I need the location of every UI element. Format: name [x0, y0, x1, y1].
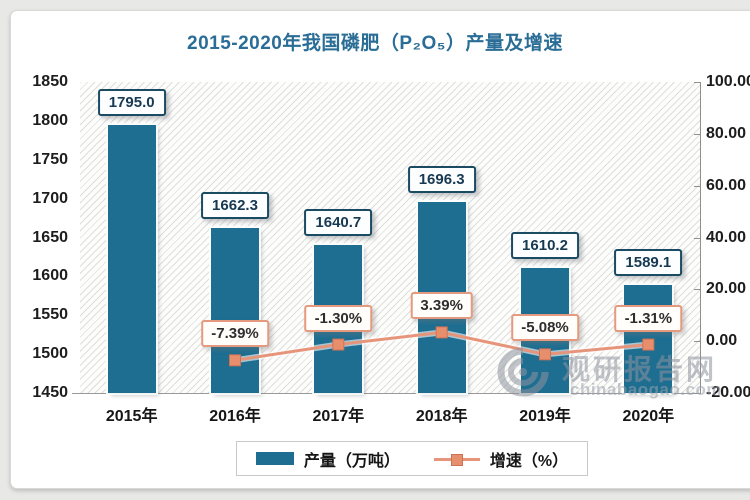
left-axis-tick-label: 1600 [32, 267, 68, 285]
right-axis-tick-mark [694, 237, 700, 239]
bar-value-label: 1696.3 [407, 165, 476, 193]
right-axis-tick-label: 80.00 [706, 124, 747, 142]
chart-title: 2015-2020年我国磷肥（P₂O₅）产量及增速 [187, 33, 563, 54]
left-axis-tick-label: 1500 [32, 345, 68, 363]
production-bar [107, 124, 156, 393]
right-axis-tick-label: -20.00 [706, 384, 750, 401]
growth-value-label: -1.31% [614, 304, 683, 332]
growth-value-label: -7.39% [201, 320, 269, 348]
left-axis-tick-label: 1700 [32, 189, 68, 207]
right-axis-tick-label: 0.00 [706, 332, 738, 350]
bar-value-label: 1610.2 [511, 232, 579, 260]
left-axis-tick-label: 1550 [32, 306, 68, 324]
growth-value-label: -1.30% [304, 304, 373, 332]
right-axis-tick-mark [694, 133, 700, 135]
growth-line-chart [229, 326, 655, 367]
legend-production-label: 产量（万吨） [303, 452, 400, 470]
growth-marker [435, 326, 448, 339]
bar-value-label: 1662.3 [201, 191, 269, 219]
bar-value-label: 1640.7 [304, 208, 373, 236]
left-axis-tick-label: 1750 [32, 150, 68, 168]
legend-line-marker [450, 453, 463, 466]
right-axis-tick-mark [694, 82, 700, 83]
growth-marker [642, 338, 655, 351]
growth-value-label: 3.39% [410, 292, 473, 320]
growth-marker [539, 348, 551, 361]
x-axis-category-label: 2018年 [415, 408, 468, 425]
left-axis-tick-label: 1850 [32, 73, 68, 90]
right-axis-tick-mark [694, 289, 700, 291]
legend: 产量（万吨） 增速（%） [236, 441, 588, 476]
left-axis-tick-label: 1800 [32, 111, 68, 129]
x-axis-category-label: 2017年 [312, 408, 365, 425]
right-axis-tick-mark [694, 341, 700, 343]
growth-value-label: -5.08% [511, 314, 579, 342]
growth-marker [332, 338, 345, 351]
x-axis-category-label: 2019年 [519, 408, 571, 425]
right-axis-tick-label: 60.00 [706, 176, 747, 194]
right-axis-tick-mark [694, 393, 700, 394]
left-axis-tick-label: 1450 [32, 384, 68, 401]
watermark-swirl-icon [497, 347, 549, 397]
right-axis-tick-label: 40.00 [706, 228, 747, 246]
x-axis-category-label: 2015年 [105, 408, 158, 425]
legend-bar-swatch [255, 452, 294, 465]
watermark: 观研报告网 chinabaogao.com [492, 340, 732, 405]
right-axis-line [700, 82, 701, 394]
left-axis-tick-label: 1650 [32, 228, 68, 246]
x-axis-line [72, 393, 701, 394]
watermark-text-cn: 观研报告网 [562, 354, 718, 385]
right-axis-tick-label: 100.00 [706, 73, 750, 90]
bar-value-label: 1589.1 [614, 248, 683, 276]
x-axis-category-label: 2016年 [209, 408, 261, 425]
right-axis-tick-label: 20.00 [706, 280, 747, 298]
x-axis-category-label: 2020年 [622, 408, 675, 425]
legend-growth-label: 增速（%） [489, 452, 569, 470]
growth-marker [229, 354, 241, 367]
bar-value-label: 1795.0 [97, 88, 166, 116]
right-axis-tick-mark [694, 185, 700, 187]
legend-line-swatch [433, 453, 480, 466]
watermark-text-en: chinabaogao.com [570, 380, 723, 399]
